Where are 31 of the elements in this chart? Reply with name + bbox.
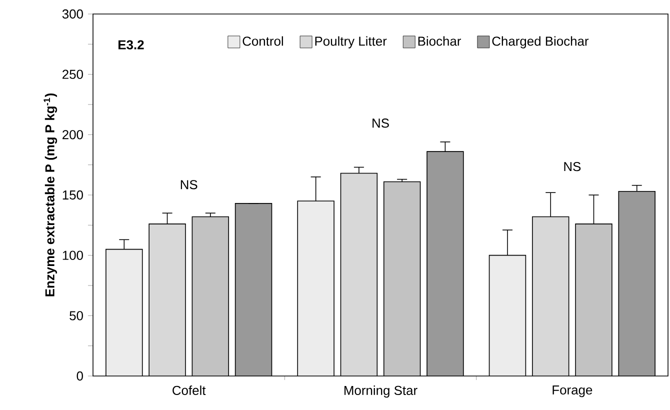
bar [488, 254, 526, 376]
annotation: NS [564, 162, 581, 172]
bar [235, 203, 272, 376]
bar [340, 173, 378, 376]
bar [192, 216, 229, 376]
annotation: NS [372, 118, 389, 128]
bar [298, 201, 334, 376]
legend-label: Control [242, 36, 283, 46]
bar [384, 182, 420, 376]
y-axis-title: Enzyme extractable P (mg P kg$^{-1}$) [44, 93, 58, 296]
y-tick-label: 100 [62, 250, 83, 260]
legend-label: Biochar [418, 36, 462, 46]
legend-label: Poultry Litter [315, 36, 387, 48]
bar [426, 152, 464, 376]
bar [575, 224, 612, 376]
y-tick-label: 250 [62, 70, 83, 79]
legend-label: Charged Biochar [492, 36, 589, 48]
y-tick-label: 200 [62, 130, 83, 140]
x-tick-label: Forage [552, 386, 592, 398]
bar [532, 216, 570, 376]
x-tick-label: Cofelt [172, 386, 206, 396]
x-tick-label: Morning Star [344, 386, 418, 398]
bar [106, 249, 142, 376]
y-tick-label: 50 [70, 311, 83, 320]
y-tick-label: 150 [62, 190, 83, 200]
annotation: NS [180, 180, 198, 190]
annotation: E3.2 [118, 40, 144, 50]
y-tick-label: 0 [76, 371, 83, 381]
bar [149, 224, 186, 376]
bar [618, 190, 656, 376]
y-tick-label: 300 [62, 9, 83, 19]
